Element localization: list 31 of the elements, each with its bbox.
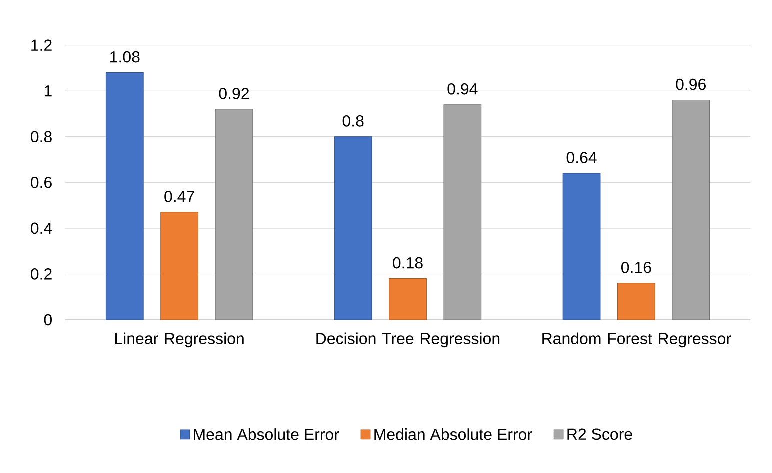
data-label: 0.47 [164, 190, 194, 202]
bar [444, 104, 482, 320]
data-label: 0.96 [676, 78, 706, 90]
data-label: 1.08 [110, 51, 140, 63]
data-label: 0.16 [621, 262, 652, 274]
y-tick-label: 0.4 [31, 222, 52, 234]
bar [160, 212, 198, 320]
legend-label: Mean Absolute Error [194, 428, 340, 440]
bar [334, 136, 372, 320]
legend-label: R2 Score [568, 428, 632, 440]
x-tick-label: Linear Regression [116, 332, 244, 348]
bar [215, 108, 254, 320]
y-tick-label: 0 [44, 314, 52, 326]
y-tick-label: 1 [44, 85, 52, 96]
data-label: 0.64 [566, 152, 597, 164]
y-tick-label: 1.2 [32, 40, 52, 51]
bar [106, 72, 144, 320]
bar [672, 100, 710, 320]
data-label: 0.92 [219, 88, 249, 100]
data-label: 0.18 [393, 257, 423, 269]
y-tick-label: 0.8 [31, 131, 52, 142]
data-label: 0.94 [448, 83, 478, 95]
data-label: 0.8 [342, 115, 364, 127]
x-tick-label: Decision Tree Regression [316, 332, 500, 348]
y-tick-label: 0.2 [31, 268, 52, 280]
y-tick-label: 0.6 [31, 176, 52, 188]
bar [562, 173, 601, 320]
x-tick-label: Random Forest Regressor [542, 332, 732, 348]
legend-label: Median Absolute Error [374, 428, 532, 440]
bar [618, 282, 656, 320]
bar [389, 278, 427, 320]
